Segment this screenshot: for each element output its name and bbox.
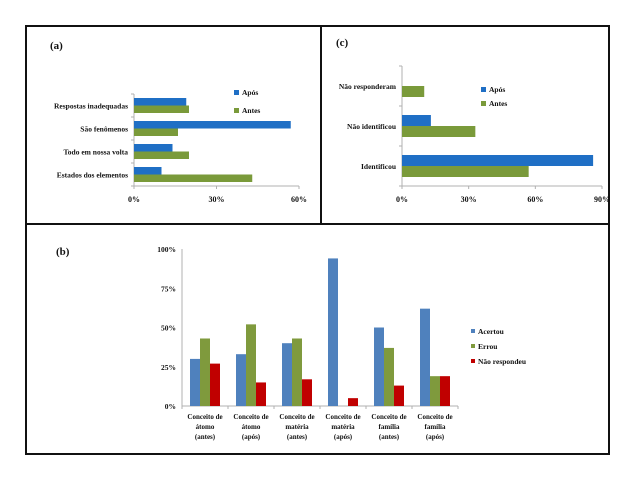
bar-acertou xyxy=(282,343,292,406)
category-label: (antes) xyxy=(287,433,308,441)
category-label: Conceito de xyxy=(325,413,360,421)
legend-label: Acertou xyxy=(478,327,504,336)
category-label: matéria xyxy=(285,423,309,431)
legend-label: Antes xyxy=(489,99,507,108)
bar-antes xyxy=(402,126,476,137)
category-label: Não identificou xyxy=(347,122,396,131)
legend-label: Antes xyxy=(242,106,260,115)
category-label: São fenômenos xyxy=(80,125,128,134)
panel-label: (a) xyxy=(50,40,63,52)
bar-acertou xyxy=(328,258,338,406)
y-tick-label: 25% xyxy=(161,363,176,372)
category-label: Conceito de xyxy=(417,413,452,421)
x-tick-label: 0% xyxy=(128,195,140,204)
x-tick-label: 60% xyxy=(527,195,543,204)
bar-apos xyxy=(134,167,162,175)
x-tick-label: 90% xyxy=(594,195,610,204)
bar-nao-respondeu xyxy=(348,398,358,406)
category-label: (antes) xyxy=(379,433,400,441)
bar-apos xyxy=(134,98,187,106)
x-tick-label: 60% xyxy=(291,195,307,204)
category-label: Conceito de xyxy=(371,413,406,421)
bar-apos xyxy=(402,155,594,166)
bar-errou xyxy=(200,338,210,406)
bar-antes xyxy=(134,174,253,182)
bar-errou xyxy=(292,338,302,406)
bar-errou xyxy=(384,347,394,406)
legend-swatch-antes xyxy=(481,101,486,106)
bar-acertou xyxy=(190,358,200,406)
category-label: família xyxy=(379,423,400,431)
panel-divider-vertical xyxy=(320,25,322,224)
bar-errou xyxy=(430,376,440,406)
legend-swatch-acertou xyxy=(471,329,475,333)
figure-frame xyxy=(25,25,610,455)
legend-swatch-errou xyxy=(471,344,475,348)
bar-acertou xyxy=(236,354,246,406)
category-label: (após) xyxy=(242,433,261,441)
x-tick-label: 30% xyxy=(461,195,477,204)
category-label: Estados dos elementos xyxy=(57,171,128,180)
y-tick-label: 0% xyxy=(165,402,176,411)
panel-label: (c) xyxy=(336,37,349,49)
bar-apos xyxy=(402,115,431,126)
category-label: Todo em nossa volta xyxy=(63,148,128,157)
bar-nao-respondeu xyxy=(256,382,266,406)
category-label: átomo xyxy=(196,423,215,431)
bar-antes xyxy=(402,86,425,97)
category-label: Conceito de xyxy=(279,413,314,421)
x-tick-label: 30% xyxy=(209,195,225,204)
y-tick-label: 75% xyxy=(161,284,176,293)
legend-swatch-antes xyxy=(234,108,239,113)
bar-nao-respondeu xyxy=(210,363,220,406)
bar-errou xyxy=(246,324,256,406)
y-tick-label: 100% xyxy=(157,245,176,254)
category-label: Identificou xyxy=(361,162,396,171)
bar-nao-respondeu xyxy=(302,379,312,406)
category-label: Conceito de xyxy=(187,413,222,421)
bar-nao-respondeu xyxy=(394,385,404,406)
legend-label: Não respondeu xyxy=(478,357,526,366)
category-label: (antes) xyxy=(195,433,216,441)
legend-swatch-apos xyxy=(481,87,486,92)
category-label: Não responderam xyxy=(339,82,397,91)
category-label: matéria xyxy=(331,423,355,431)
category-label: (após) xyxy=(426,433,445,441)
category-label: (após) xyxy=(334,433,353,441)
bar-apos xyxy=(134,144,173,152)
legend-label: Após xyxy=(242,88,258,97)
category-label: Conceito de xyxy=(233,413,268,421)
bar-antes xyxy=(134,151,189,159)
legend-swatch-nao-respondeu xyxy=(471,359,475,363)
bar-antes xyxy=(134,128,178,136)
bar-apos xyxy=(134,121,291,129)
legend-swatch-apos xyxy=(234,90,239,95)
category-label: família xyxy=(425,423,446,431)
panel-label: (b) xyxy=(56,246,70,258)
legend-label: Errou xyxy=(478,342,497,351)
legend-label: Após xyxy=(489,85,505,94)
bar-nao-respondeu xyxy=(440,376,450,406)
bar-antes xyxy=(134,105,189,113)
bar-acertou xyxy=(374,327,384,406)
bar-antes xyxy=(402,166,529,177)
category-label: átomo xyxy=(242,423,261,431)
panel-divider-horizontal xyxy=(25,223,610,225)
bar-acertou xyxy=(420,308,430,406)
y-tick-label: 50% xyxy=(161,324,176,333)
category-label: Respostas inadequadas xyxy=(54,102,128,111)
x-tick-label: 0% xyxy=(396,195,408,204)
